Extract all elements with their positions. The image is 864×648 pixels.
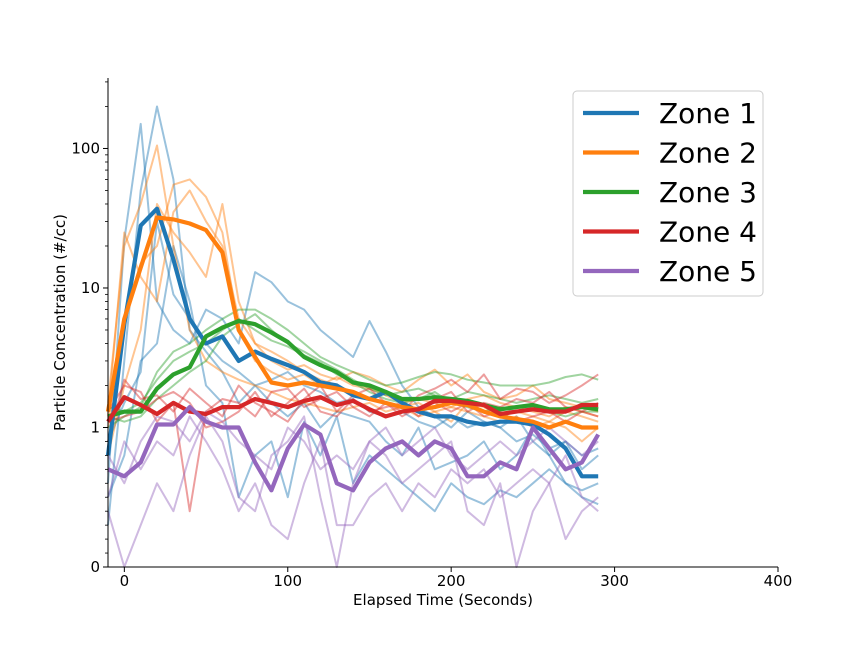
series-line-zone-4 — [106, 395, 599, 423]
x-ticks: 0 100 200 300 400 — [120, 567, 793, 590]
legend: Zone 1 Zone 2 Zone 3 Zone 4 Zone 5 — [572, 90, 764, 297]
y-tick-label: 1 — [90, 418, 100, 436]
series-line-zone-5 — [107, 405, 601, 493]
legend-label-zone-5: Zone 5 — [659, 255, 757, 288]
series-line-zone-3 — [107, 318, 599, 419]
main-series-group — [105, 206, 601, 493]
background-line-3 — [107, 245, 599, 513]
y-tick-label: 10 — [81, 279, 100, 297]
legend-label-zone-4: Zone 4 — [659, 216, 757, 249]
background-line-16 — [107, 415, 599, 541]
background-series-group — [107, 105, 599, 568]
y-ticks: 0 1 10 100 — [71, 139, 108, 576]
series-line-zone-2 — [105, 215, 599, 430]
background-line-17 — [107, 410, 599, 485]
x-tick-label: 0 — [120, 572, 130, 590]
legend-label-zone-2: Zone 2 — [659, 137, 757, 170]
background-line-12 — [107, 373, 599, 513]
x-tick-label: 100 — [273, 572, 302, 590]
y-tick-label: 100 — [71, 139, 100, 157]
background-line-10 — [107, 313, 599, 423]
background-line-1 — [107, 105, 599, 526]
legend-label-zone-3: Zone 3 — [659, 176, 757, 209]
background-line-2 — [107, 122, 599, 484]
y-tick-label: 0 — [90, 558, 100, 576]
legend-label-zone-1: Zone 1 — [659, 97, 757, 130]
x-tick-label: 400 — [764, 572, 793, 590]
x-tick-label: 200 — [437, 572, 466, 590]
y-minor-ticks — [105, 81, 108, 554]
axes-group: 0 100 200 300 400 0 1 10 100 — [71, 78, 792, 590]
x-tick-label: 300 — [600, 572, 629, 590]
y-axis-label: Particle Concentration (#/cc) — [51, 214, 69, 431]
series-line-zone-1 — [105, 206, 599, 479]
x-axis-label: Elapsed Time (Seconds) — [353, 591, 533, 609]
legend-box — [572, 90, 764, 297]
background-line-9 — [107, 308, 599, 429]
background-line-7 — [107, 189, 599, 417]
